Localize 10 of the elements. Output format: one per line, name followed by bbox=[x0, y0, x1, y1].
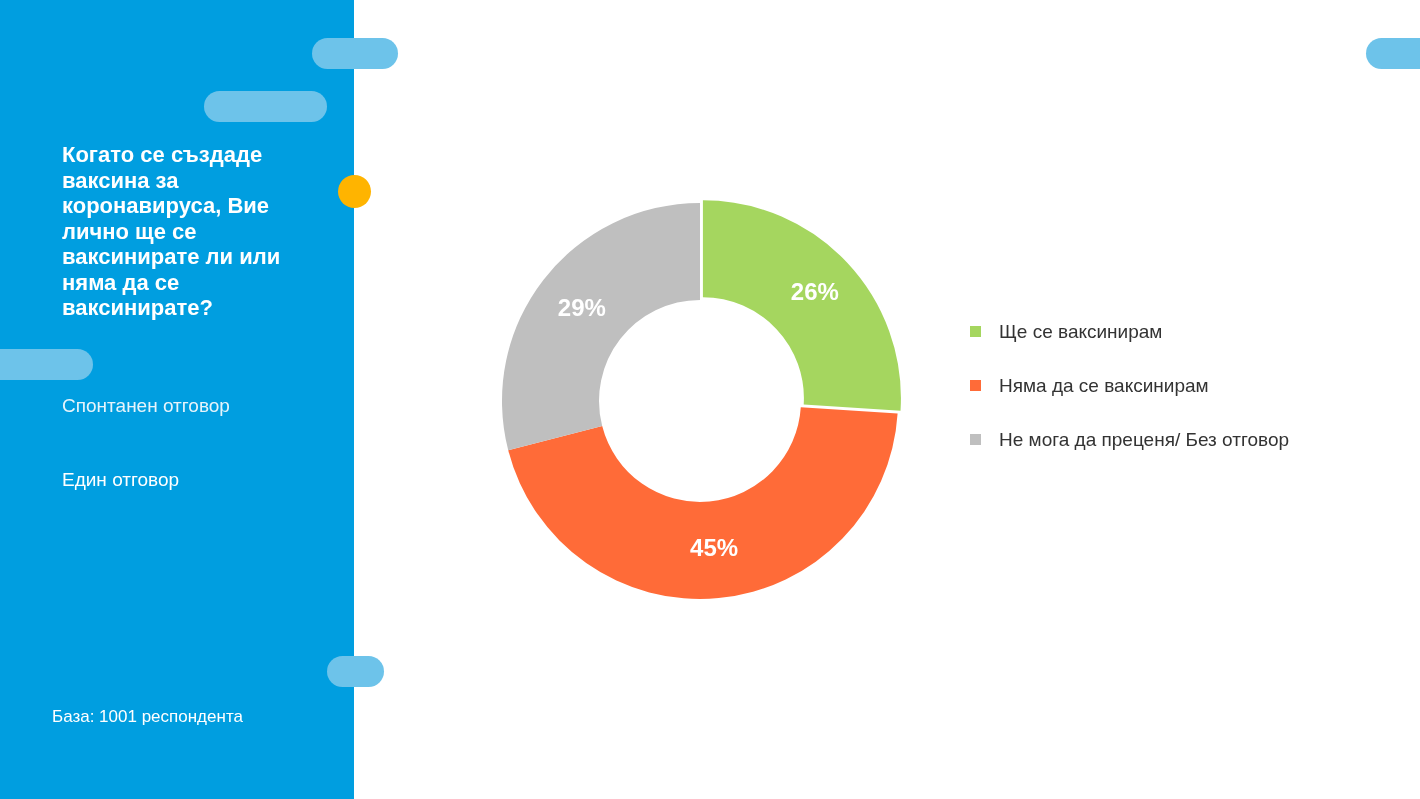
legend-label: Не мога да преценя/ Без отговор bbox=[999, 428, 1290, 451]
text: Един отговор bbox=[62, 469, 180, 491]
data-label: 26% bbox=[790, 277, 839, 305]
data-label: 29% bbox=[557, 294, 606, 321]
legend-label: Ще се ваксинирам bbox=[999, 320, 1163, 343]
data-label: 45% bbox=[690, 534, 739, 562]
text: Когато се създаде ваксина за коронавируса, Вие лично ще се ваксинирате ли или няма да се ваксинирате? bbox=[62, 142, 282, 321]
text: Спонтанен отговор bbox=[62, 395, 230, 417]
text: База: 1001 респондента bbox=[52, 707, 243, 727]
legend-label: Няма да се ваксинирам bbox=[999, 374, 1209, 397]
